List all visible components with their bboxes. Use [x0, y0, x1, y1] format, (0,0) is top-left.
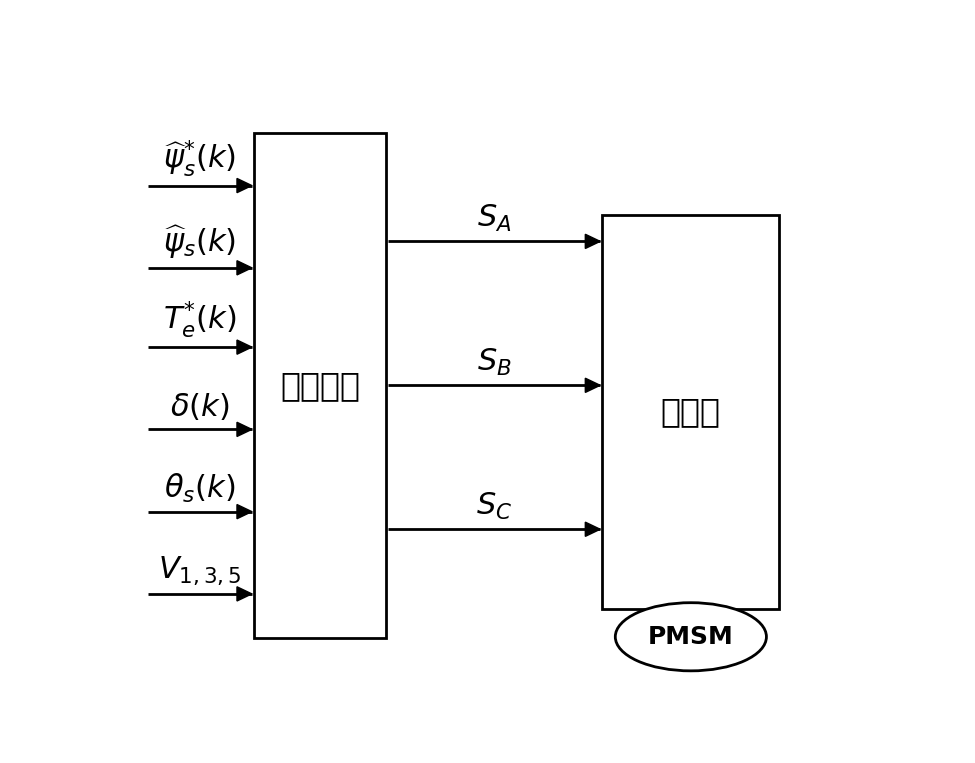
- Text: 逆变器: 逆变器: [660, 395, 721, 428]
- Polygon shape: [237, 179, 252, 193]
- Text: $S_{A}$: $S_{A}$: [477, 203, 511, 234]
- Polygon shape: [237, 587, 252, 601]
- Bar: [254, 133, 386, 638]
- Polygon shape: [585, 522, 601, 536]
- Text: $S_{C}$: $S_{C}$: [476, 491, 512, 522]
- Polygon shape: [585, 234, 601, 249]
- Text: PMSM: PMSM: [648, 625, 734, 649]
- Text: $\delta(k)$: $\delta(k)$: [171, 391, 230, 423]
- Text: $S_{B}$: $S_{B}$: [477, 347, 511, 378]
- Text: $\widehat{\psi}_{s}^{*}(k)$: $\widehat{\psi}_{s}^{*}(k)$: [164, 137, 237, 179]
- Ellipse shape: [615, 603, 766, 671]
- Text: $\widehat{\psi}_{s}(k)$: $\widehat{\psi}_{s}(k)$: [164, 224, 237, 261]
- Text: 预测控制: 预测控制: [280, 369, 360, 402]
- Polygon shape: [237, 422, 252, 436]
- Text: $T_{e}^{*}(k)$: $T_{e}^{*}(k)$: [164, 299, 237, 340]
- Polygon shape: [585, 378, 601, 392]
- Text: $V_{1,3,5}$: $V_{1,3,5}$: [158, 555, 242, 587]
- Polygon shape: [237, 340, 252, 354]
- Polygon shape: [237, 261, 252, 275]
- Polygon shape: [237, 504, 252, 519]
- Bar: [602, 215, 779, 609]
- Text: $\theta_{s}(k)$: $\theta_{s}(k)$: [165, 472, 236, 504]
